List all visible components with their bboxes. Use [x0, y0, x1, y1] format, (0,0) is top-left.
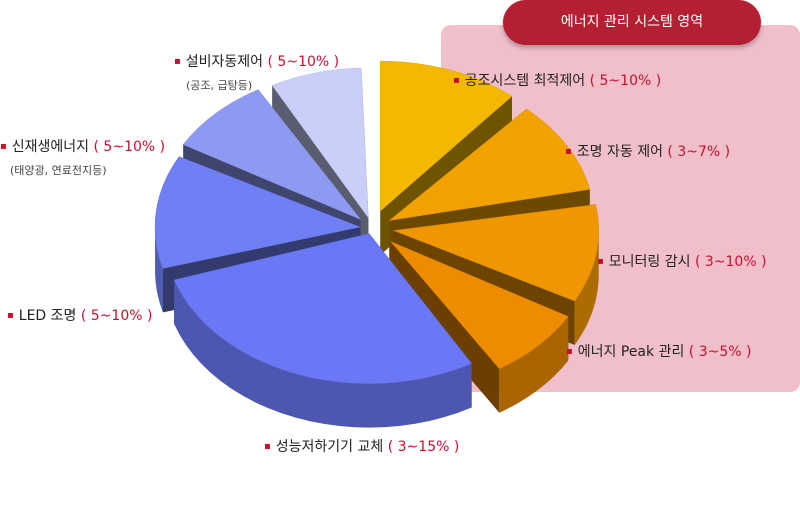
slice-label-peak: ▪ 에너지 Peak 관리 ( 3~5% ) [566, 344, 752, 360]
pie-slice-4 [173, 233, 473, 428]
slice-label-hvac-optimal: ▪ 공조시스템 최적제어 ( 5~10% ) [453, 73, 662, 89]
slice-label-led: ▪ LED 조명 ( 5~10% ) [7, 308, 153, 324]
ems-zone-title: 에너지 관리 시스템 영역 [503, 0, 761, 45]
slice-label-lighting-auto: ▪ 조명 자동 제어 ( 3~7% ) [565, 144, 731, 160]
slice-label-auto-control: ▪ 설비자동제어 ( 5~10% ) [174, 54, 340, 70]
slice-label-replacement: ▪ 성능저하기기 교체 ( 3~15% ) [264, 439, 460, 455]
slice-label-renewable: ▪ 신재생에너지 ( 5~10% ) [0, 139, 166, 155]
slice-label-monitoring: ▪ 모니터링 감시 ( 3~10% ) [597, 254, 767, 270]
slice-note-auto-control: (공조, 급탕등) [186, 79, 253, 92]
pie-slice-3 [390, 241, 569, 413]
slice-note-renewable: (태양광, 연료전지등) [10, 164, 107, 177]
